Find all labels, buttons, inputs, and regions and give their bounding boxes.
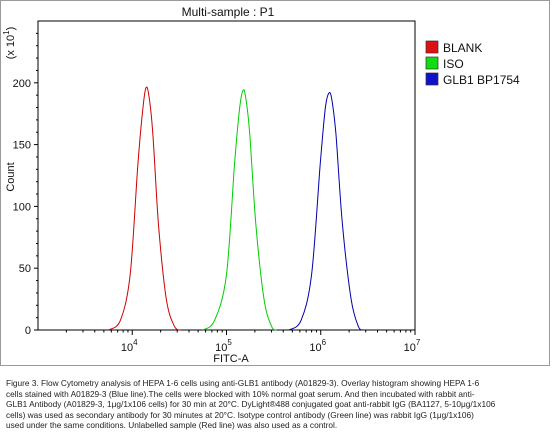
caption-line: cells stained with A01829-3 (Blue line).… (6, 388, 475, 399)
legend-label: ISO (443, 57, 464, 71)
flow-cytometry-histogram: Multi-sample : P1 0 50 100 150 200 104 105 106 1… (2, 5, 520, 365)
axes-layer: 0 50 100 150 200 104 105 106 107 (13, 32, 421, 354)
legend-swatch (425, 56, 439, 70)
figure-frame: Multi-sample : P1 0 50 100 150 200 104 105 106 1… (0, 0, 550, 366)
x-tick-label: 106 (309, 338, 326, 354)
legend: BLANK ISO GLB1 BP1754 (425, 40, 520, 87)
caption-line: GLB1 Antibody (A01829-3, 1μg/1x106 cells… (6, 399, 496, 410)
x-tick-label: 107 (404, 338, 421, 354)
series-line-iso (202, 89, 277, 331)
series-line-glb1-bp1754 (288, 91, 364, 331)
caption-line: used under the same conditions. Unlabell… (6, 420, 338, 431)
y-axis-multiplier: (x 101) (2, 27, 17, 60)
figure-caption: Figure 3. Flow Cytometry analysis of HEP… (6, 378, 546, 431)
y-tick-label: 50 (19, 263, 31, 275)
caption-line: cells) was used as secondary antibody fo… (6, 409, 474, 420)
x-tick-label: 105 (215, 338, 232, 354)
x-tick-label: 104 (121, 338, 138, 354)
caption-line: Figure 3. Flow Cytometry analysis of HEP… (6, 378, 480, 388)
x-axis-label: FITC-A (213, 353, 249, 365)
legend-swatch (425, 40, 439, 54)
series-layer (108, 86, 364, 331)
y-tick-label: 100 (13, 201, 31, 213)
y-tick-label: 200 (13, 78, 31, 90)
y-tick-label: 150 (13, 140, 31, 152)
y-tick-label: 0 (25, 325, 31, 337)
y-axis-label: Count (5, 162, 17, 191)
plot-area (37, 20, 416, 331)
series-line-blank (108, 86, 182, 331)
chart-title: Multi-sample : P1 (182, 5, 275, 19)
legend-swatch (425, 72, 439, 86)
legend-label: GLB1 BP1754 (443, 73, 520, 87)
legend-label: BLANK (443, 41, 482, 55)
